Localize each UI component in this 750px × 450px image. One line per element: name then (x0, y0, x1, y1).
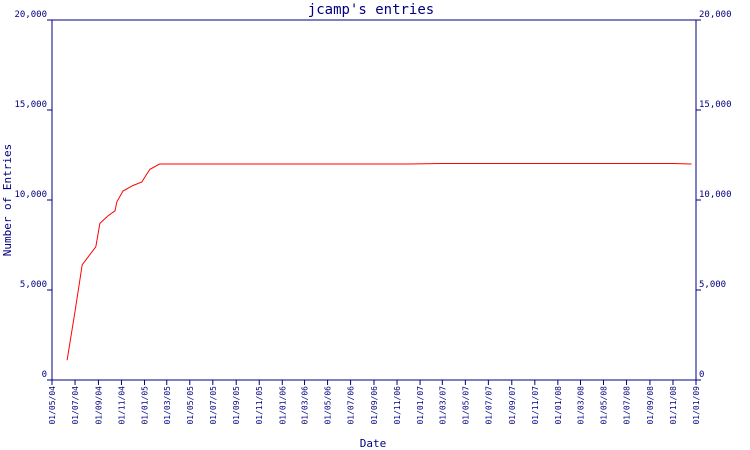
x-tick-label: 01/05/05 (186, 386, 195, 425)
x-tick-label: 01/07/04 (71, 386, 80, 425)
x-tick-label: 01/05/04 (48, 386, 57, 425)
x-tick-label: 01/11/08 (669, 386, 678, 425)
x-tick-label: 01/07/07 (484, 386, 493, 425)
x-tick-label: 01/09/04 (94, 386, 103, 425)
plot-frame (51, 19, 697, 381)
x-tick-label: 01/07/08 (623, 386, 632, 425)
x-tick-label: 01/11/04 (117, 386, 126, 425)
x-tick-label: 01/05/07 (461, 386, 470, 425)
plot-border (51, 19, 697, 381)
x-tick-label: 01/09/07 (508, 386, 517, 425)
x-tick-label: 01/11/07 (531, 386, 540, 425)
x-tick-label: 01/11/06 (393, 386, 402, 425)
x-tick-label: 01/03/05 (163, 386, 172, 425)
x-tick-label: 01/09/08 (646, 386, 655, 425)
y-tick-label-right: 10,000 (699, 190, 732, 200)
x-tick-label: 01/03/06 (301, 386, 310, 425)
x-axis-label: Date (360, 437, 387, 450)
x-tick-label: 01/09/05 (232, 386, 241, 425)
x-tick-label: 01/01/07 (416, 386, 425, 425)
y-axis-left: 0 5,000 10,000 15,000 20,000 (14, 10, 52, 381)
x-tick-label: 01/03/07 (438, 386, 447, 425)
y-tick-label-left: 15,000 (14, 100, 47, 110)
chart-title: jcamp's entries (308, 2, 434, 18)
x-tick-label: 01/07/05 (209, 386, 218, 425)
y-tick-label-left: 20,000 (14, 10, 47, 20)
x-tick-label: 01/01/09 (692, 386, 701, 425)
series-line (66, 163, 692, 361)
y-tick-label-left: 0 (42, 370, 47, 380)
x-tick-label: 01/05/06 (324, 386, 333, 425)
y-tick-label-right: 15,000 (699, 100, 732, 110)
series-layer (66, 163, 692, 361)
y-axis-label: Number of Entries (1, 144, 14, 257)
y-tick-label-left: 5,000 (20, 280, 47, 290)
y-axis-right: 0 5,000 10,000 15,000 20,000 (696, 10, 732, 381)
y-tick-label-right: 0 (699, 370, 704, 380)
y-tick-label-left: 10,000 (14, 190, 47, 200)
x-axis: 01/05/04 01/07/04 01/09/04 01/11/04 01/01/05… (48, 380, 701, 425)
y-tick-label-right: 20,000 (699, 10, 732, 20)
x-tick-label: 01/03/08 (576, 386, 585, 425)
x-tick-label: 01/07/06 (347, 386, 356, 425)
x-tick-label: 01/09/06 (370, 386, 379, 425)
x-tick-label: 01/01/06 (278, 386, 287, 425)
x-tick-label: 01/11/05 (255, 386, 264, 425)
x-tick-label: 01/01/08 (554, 386, 563, 425)
x-tick-label: 01/05/08 (600, 386, 609, 425)
x-tick-label: 01/01/05 (140, 386, 149, 425)
y-tick-label-right: 5,000 (699, 280, 726, 290)
